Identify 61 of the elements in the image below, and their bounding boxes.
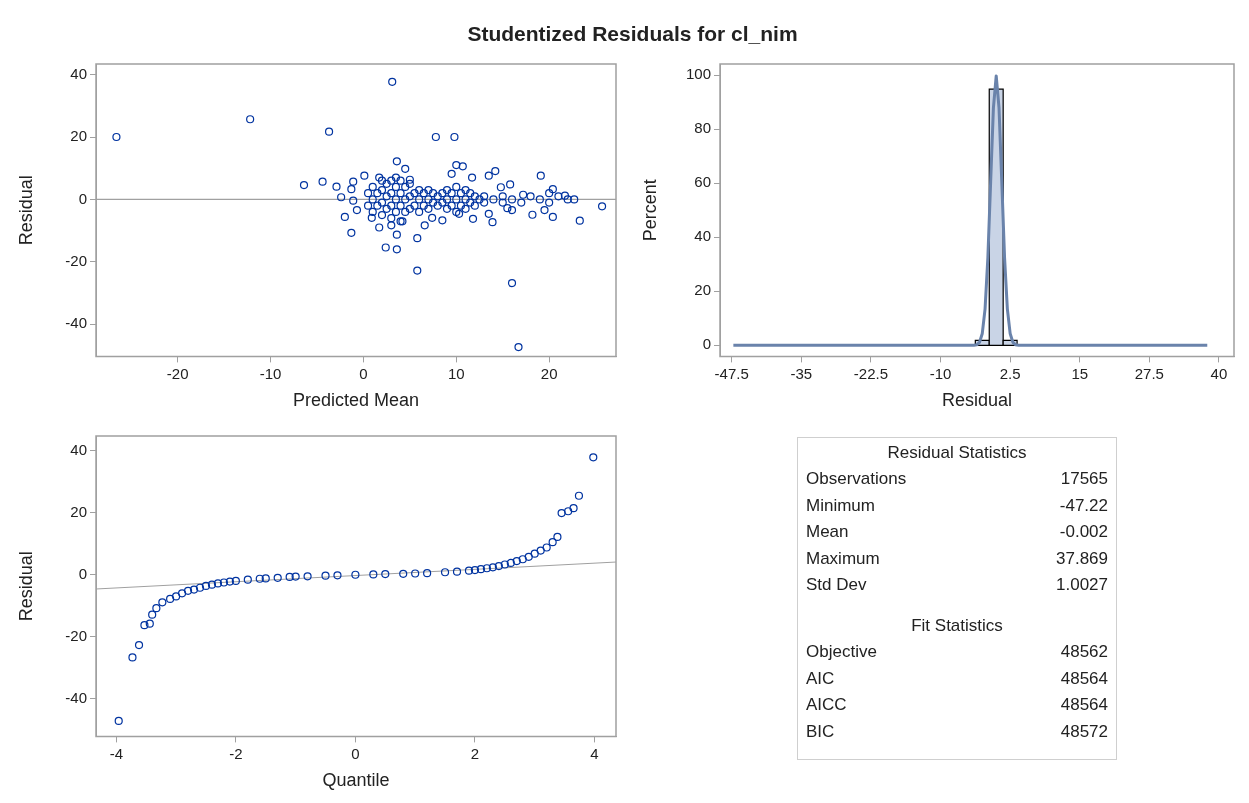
- x-tick-label: -20: [166, 364, 189, 382]
- x-tick-label: -4: [109, 744, 123, 762]
- data-label: 1.0027: [1056, 574, 1108, 597]
- y-tick-label: 0: [702, 335, 711, 353]
- y-axis-title: Percent: [639, 179, 660, 242]
- y-tick-label: -40: [65, 688, 87, 706]
- text: Fit Statistics: [910, 614, 1004, 637]
- y-axis-title: Residual: [15, 175, 36, 246]
- y-tick-label: 0: [78, 189, 87, 207]
- y-tick-label: -40: [65, 314, 87, 332]
- y-tick-label: 40: [694, 227, 711, 245]
- category-label: Std Dev: [806, 574, 867, 597]
- y-tick-label: -20: [65, 626, 87, 644]
- x-tick-label: -2: [229, 744, 243, 762]
- y-tick-label: 100: [685, 65, 711, 83]
- x-axis-title: Residual: [941, 390, 1013, 411]
- category-label: AICC: [806, 694, 847, 717]
- x-tick-label: -10: [259, 364, 282, 382]
- category-label: Objective: [806, 640, 877, 663]
- category-label: Maximum: [806, 547, 880, 570]
- category-label: Minimum: [806, 494, 875, 517]
- y-tick-label: 60: [694, 173, 711, 191]
- category-label: AIC: [806, 667, 835, 690]
- x-tick-label: 2.5: [999, 364, 1021, 382]
- text: Residual Statistics: [886, 442, 1028, 464]
- data-label: -0.002: [1059, 521, 1108, 544]
- x-tick-label: 15: [1071, 364, 1089, 382]
- y-tick-label: 40: [70, 441, 87, 459]
- x-tick-label: 4: [590, 744, 599, 762]
- y-tick-label: 0: [78, 564, 87, 582]
- x-axis-title: Quantile: [322, 770, 390, 791]
- x-tick-label: -22.5: [853, 364, 889, 382]
- data-label: 17565: [1060, 468, 1108, 490]
- x-tick-label: 0: [359, 364, 368, 382]
- x-tick-label: 27.5: [1134, 364, 1164, 382]
- y-tick-label: 20: [70, 127, 87, 145]
- x-tick-label: 20: [540, 364, 558, 382]
- x-tick-label: 40: [1210, 364, 1228, 382]
- data-label: 48562: [1060, 640, 1108, 663]
- data-label: -47.22: [1059, 494, 1108, 517]
- x-tick-label: 2: [470, 744, 480, 762]
- category-label: Mean: [806, 521, 849, 544]
- y-tick-label: 80: [694, 119, 711, 137]
- data-label: 37.869: [1056, 547, 1108, 570]
- x-tick-label: -35: [790, 364, 813, 382]
- x-tick-label: -10: [929, 364, 952, 382]
- data-label: 48564: [1060, 694, 1108, 717]
- category-label: BIC: [806, 720, 835, 743]
- category-label: Observations: [806, 468, 907, 490]
- y-tick-label: 40: [70, 64, 87, 82]
- chart-title: Studentized Residuals for cl_nim: [466, 22, 799, 46]
- x-axis-title: Predicted Mean: [292, 390, 420, 411]
- x-tick-label: 10: [447, 364, 465, 382]
- y-tick-label: 20: [694, 281, 711, 299]
- y-tick-label: -20: [65, 251, 87, 269]
- data-label: 48572: [1060, 720, 1108, 743]
- data-label: 48564: [1060, 667, 1108, 690]
- x-tick-label: 0: [351, 744, 360, 762]
- x-tick-label: -47.5: [714, 364, 749, 382]
- y-axis-title: Residual: [15, 551, 36, 622]
- y-tick-label: 20: [70, 502, 87, 520]
